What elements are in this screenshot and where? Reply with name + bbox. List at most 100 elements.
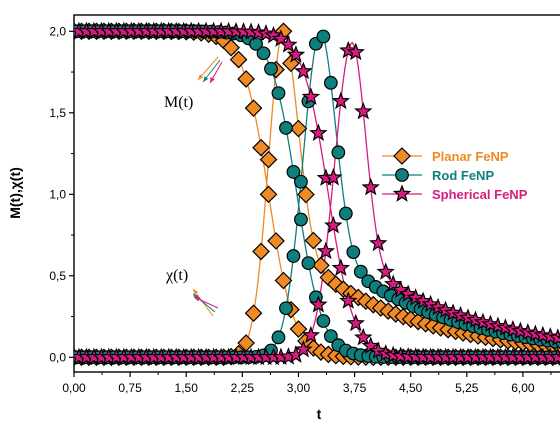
x-tick-label: 0,00	[62, 381, 86, 395]
rod-fenp-magnetization-point	[256, 46, 271, 61]
arrow-chi-planar-head	[193, 289, 199, 295]
spherical-fenp-susceptibility-point	[376, 262, 395, 280]
planar-fenp-magnetization-point	[244, 99, 263, 117]
spherical-fenp-magnetization-point	[279, 35, 298, 53]
rod-fenp-magnetization-point	[286, 165, 301, 179]
spherical-fenp-magnetization-point	[354, 327, 373, 346]
planar-fenp-magnetization-point	[267, 232, 285, 250]
spherical-fenp-magnetization-point	[361, 336, 380, 354]
y-axis-title: M(t),χ(t)	[7, 167, 23, 219]
x-tick-label: 4,50	[399, 381, 423, 395]
spherical-fenp-magnetization-point	[324, 215, 343, 234]
series-markers	[74, 21, 560, 367]
spherical-fenp-magnetization-point	[331, 258, 351, 276]
legend: Planar FeNP Rod FeNP Spherical FeNP	[382, 147, 528, 202]
spherical-fenp-susceptibility-point	[406, 288, 425, 306]
planar-fenp-susceptibility-point	[252, 242, 270, 261]
spherical-fenp-magnetization-point	[548, 347, 560, 366]
x-axis-title: t	[317, 406, 322, 422]
tick-labels: 0,000,751,502,253,003,754,505,256,006,75…	[49, 24, 535, 395]
x-tick-label: 6,00	[511, 381, 535, 395]
rod-fenp-magnetization-point	[279, 121, 293, 135]
annotation-susceptibility: χ(t)	[165, 267, 188, 284]
rod-fenp-magnetization-point	[323, 329, 338, 344]
spherical-fenp-susceptibility-point	[421, 294, 440, 313]
legend-label-planar-fenp: Planar FeNP	[432, 149, 509, 164]
spherical-fenp-susceptibility-point	[428, 297, 448, 316]
arrow-chi-rod-head	[193, 294, 199, 300]
axis-ticks	[69, 30, 552, 377]
spherical-fenp-magnetization-point	[294, 61, 313, 80]
rod-fenp-magnetization-point	[294, 212, 308, 227]
planar-fenp-susceptibility-point	[244, 304, 263, 323]
rod-fenp-susceptibility-point	[294, 174, 308, 189]
x-tick-label: 5,25	[455, 381, 479, 395]
spherical-fenp-magnetization-point	[286, 45, 306, 63]
spherical-fenp-susceptibility-point	[316, 241, 336, 260]
y-tick-label: 2,0	[49, 24, 66, 38]
y-tick-label: 1,5	[49, 106, 66, 120]
annotation-magnetization: M(t)	[164, 94, 193, 111]
planar-fenp-magnetization-point	[274, 271, 293, 290]
rod-fenp-magnetization-point	[301, 256, 316, 270]
spherical-fenp-magnetization-point	[309, 123, 328, 142]
x-tick-label: 2,25	[231, 381, 255, 395]
planar-fenp-susceptibility-point	[304, 231, 323, 250]
x-tick-label: 3,75	[343, 381, 367, 395]
spherical-fenp-magnetization-point	[264, 25, 283, 44]
spherical-fenp-susceptibility-point	[301, 325, 321, 344]
legend-label-spherical-fenp: Spherical FeNP	[432, 187, 528, 202]
y-tick-label: 0,5	[49, 269, 66, 283]
rod-fenp-susceptibility-point	[271, 330, 286, 345]
x-tick-label: 3,00	[287, 381, 311, 395]
planar-fenp-susceptibility-point	[297, 185, 315, 204]
spherical-fenp-susceptibility-point	[398, 284, 418, 303]
spherical-fenp-magnetization-point	[346, 313, 365, 332]
spherical-fenp-magnetization-point	[301, 87, 321, 105]
spherical-fenp-susceptibility-point	[354, 101, 373, 120]
rod-fenp-magnetization-point	[264, 61, 278, 76]
rod-fenp-susceptibility-point	[323, 75, 338, 90]
planar-fenp-magnetization-point	[222, 38, 240, 57]
planar-fenp-magnetization-point	[237, 70, 255, 88]
y-tick-label: 1,0	[49, 187, 66, 201]
rod-fenp-susceptibility-point	[338, 206, 353, 221]
legend-marker-planar-fenp	[393, 147, 411, 165]
planar-fenp-susceptibility-point	[289, 119, 308, 138]
rod-fenp-susceptibility-point	[331, 145, 346, 160]
spherical-fenp-magnetization-point	[369, 341, 388, 359]
rod-fenp-magnetization-point	[316, 314, 331, 328]
spherical-fenp-susceptibility-point	[309, 295, 328, 313]
planar-fenp-magnetization-point	[252, 138, 270, 157]
planar-fenp-susceptibility-point	[259, 150, 278, 169]
spherical-fenp-susceptibility-point	[436, 300, 455, 319]
rod-fenp-susceptibility-point	[346, 245, 361, 260]
legend-label-rod-fenp: Rod FeNP	[432, 168, 494, 183]
legend-marker-spherical-fenp	[392, 184, 412, 202]
rod-fenp-susceptibility-point	[316, 29, 331, 44]
x-tick-label: 1,50	[175, 381, 199, 395]
planar-fenp-susceptibility-point	[334, 280, 353, 299]
spherical-fenp-susceptibility-point	[361, 177, 380, 196]
spherical-fenp-susceptibility-point	[346, 42, 365, 61]
arrow-m-spherical-head	[210, 77, 215, 83]
rod-fenp-susceptibility-point	[353, 264, 368, 279]
arrow-m-planar-head	[198, 74, 204, 80]
spherical-fenp-susceptibility-point	[391, 280, 410, 298]
planar-fenp-susceptibility-point	[312, 256, 330, 275]
arrow-m-rod-head	[203, 76, 209, 82]
y-tick-label: 0,0	[49, 350, 66, 364]
spherical-fenp-magnetization-point	[339, 291, 358, 309]
rod-fenp-susceptibility-point	[279, 301, 293, 316]
rod-fenp-magnetization-point	[271, 86, 286, 100]
annotation-arrows	[192, 56, 223, 317]
planar-fenp-magnetization-point	[229, 50, 248, 69]
spherical-fenp-susceptibility-point	[324, 167, 343, 186]
spherical-fenp-susceptibility-point	[294, 339, 313, 358]
spherical-fenp-susceptibility-point	[548, 328, 560, 346]
planar-fenp-magnetization-point	[259, 185, 278, 204]
spherical-fenp-susceptibility-point	[413, 291, 433, 310]
arrow-chi-spherical-head	[194, 297, 200, 302]
planar-fenp-susceptibility-point	[327, 275, 345, 294]
